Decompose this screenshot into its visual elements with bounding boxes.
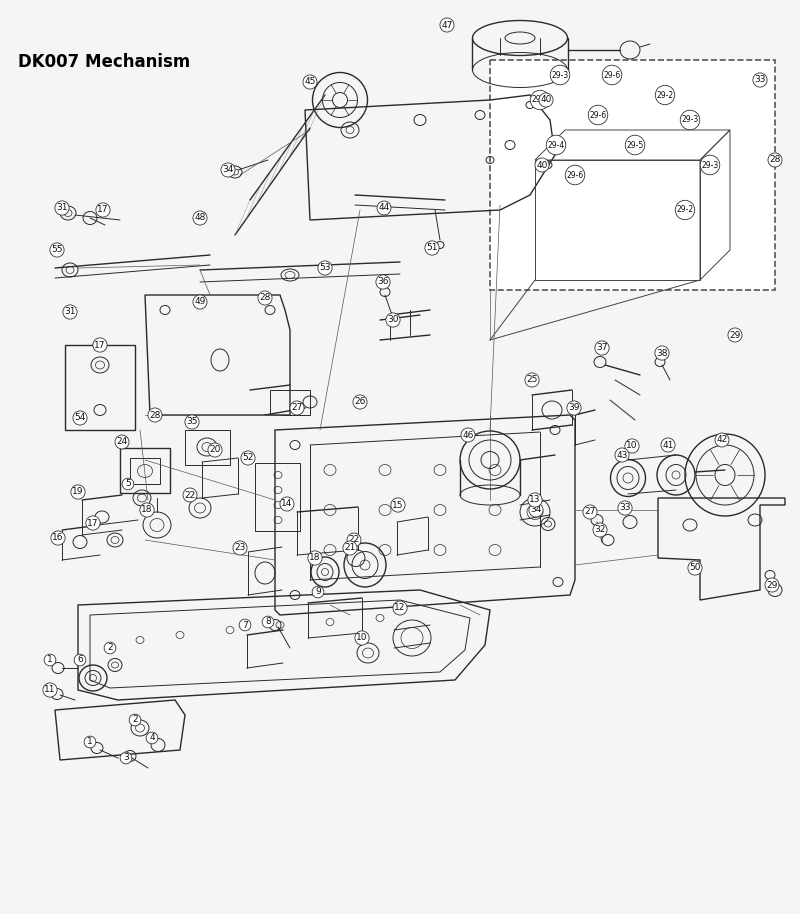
Text: 2: 2 xyxy=(107,643,113,653)
Text: 32: 32 xyxy=(594,526,606,535)
Text: 40: 40 xyxy=(536,161,548,169)
Text: 50: 50 xyxy=(690,564,701,572)
Text: 41: 41 xyxy=(662,441,674,450)
Text: 1: 1 xyxy=(87,738,93,747)
Text: 10: 10 xyxy=(626,441,638,451)
Text: 33: 33 xyxy=(619,504,630,513)
Text: 53: 53 xyxy=(319,263,330,272)
Text: 33: 33 xyxy=(754,76,766,84)
Text: 38: 38 xyxy=(656,348,668,357)
Text: 34: 34 xyxy=(222,165,234,175)
Text: 40: 40 xyxy=(540,95,552,104)
Text: 29-2: 29-2 xyxy=(677,206,694,215)
Bar xyxy=(185,430,230,465)
Text: 31: 31 xyxy=(56,204,68,212)
Text: 39: 39 xyxy=(568,403,580,412)
Text: 26: 26 xyxy=(354,398,366,407)
Text: 10: 10 xyxy=(356,633,368,643)
Text: 17: 17 xyxy=(98,206,109,215)
Text: 28: 28 xyxy=(770,155,781,165)
Text: 34: 34 xyxy=(530,505,542,515)
Text: 27: 27 xyxy=(584,507,596,516)
Bar xyxy=(120,448,170,493)
Text: 29-5: 29-5 xyxy=(626,141,644,150)
Text: 5: 5 xyxy=(125,480,131,488)
Text: 55: 55 xyxy=(51,246,62,254)
Text: 54: 54 xyxy=(74,413,86,422)
Text: 20: 20 xyxy=(210,445,221,454)
Text: 29-3: 29-3 xyxy=(702,161,718,169)
Text: 24: 24 xyxy=(116,438,128,447)
Text: 9: 9 xyxy=(315,588,321,597)
Text: 46: 46 xyxy=(462,430,474,440)
Text: 17: 17 xyxy=(87,518,98,527)
Bar xyxy=(270,390,310,415)
Text: 29-1: 29-1 xyxy=(531,95,549,104)
Text: 28: 28 xyxy=(150,410,161,420)
Text: 25: 25 xyxy=(526,376,538,385)
Text: 29-2: 29-2 xyxy=(657,90,674,100)
Text: 52: 52 xyxy=(242,453,254,462)
Text: 29-3: 29-3 xyxy=(682,115,698,124)
Text: 28: 28 xyxy=(259,293,270,303)
Text: 22: 22 xyxy=(184,491,196,499)
Text: DK007 Mechanism: DK007 Mechanism xyxy=(18,53,190,71)
Text: 15: 15 xyxy=(392,501,404,509)
Bar xyxy=(130,458,160,484)
Text: 12: 12 xyxy=(394,603,406,612)
Text: 14: 14 xyxy=(282,499,293,508)
Text: 23: 23 xyxy=(234,544,246,552)
Text: 37: 37 xyxy=(596,344,608,353)
Text: 17: 17 xyxy=(94,341,106,349)
Text: 31: 31 xyxy=(64,307,76,316)
Text: 18: 18 xyxy=(142,505,153,515)
Text: 51: 51 xyxy=(426,243,438,252)
Text: 44: 44 xyxy=(378,204,390,212)
Text: 49: 49 xyxy=(194,297,206,306)
Text: 11: 11 xyxy=(44,686,56,695)
Text: 29-6: 29-6 xyxy=(590,111,606,120)
Text: 30: 30 xyxy=(387,315,398,324)
Text: 29-6: 29-6 xyxy=(603,70,621,80)
Text: 7: 7 xyxy=(242,621,248,630)
Text: 1: 1 xyxy=(47,655,53,664)
Text: 42: 42 xyxy=(716,435,728,444)
Text: 13: 13 xyxy=(530,495,541,505)
Text: 48: 48 xyxy=(194,214,206,222)
Text: 45: 45 xyxy=(304,78,316,87)
Text: 16: 16 xyxy=(52,534,64,543)
Text: 18: 18 xyxy=(310,554,321,562)
Text: 29: 29 xyxy=(730,331,741,339)
Text: 27: 27 xyxy=(291,403,302,412)
Bar xyxy=(255,463,300,531)
Polygon shape xyxy=(490,60,775,290)
Text: 8: 8 xyxy=(265,618,271,626)
Text: 29: 29 xyxy=(766,580,778,590)
Text: 2: 2 xyxy=(132,716,138,725)
Text: 6: 6 xyxy=(77,655,83,664)
Text: 35: 35 xyxy=(186,418,198,427)
Text: 4: 4 xyxy=(149,734,155,742)
Text: 47: 47 xyxy=(442,20,453,29)
Text: 29-6: 29-6 xyxy=(566,171,584,179)
Text: 3: 3 xyxy=(123,753,129,762)
Text: 43: 43 xyxy=(616,451,628,460)
Text: 21: 21 xyxy=(344,544,356,552)
Text: 29-4: 29-4 xyxy=(547,141,565,150)
Text: 22: 22 xyxy=(348,536,360,545)
Text: 29-3: 29-3 xyxy=(551,70,569,80)
Text: 19: 19 xyxy=(72,487,84,496)
Text: 36: 36 xyxy=(378,278,389,286)
